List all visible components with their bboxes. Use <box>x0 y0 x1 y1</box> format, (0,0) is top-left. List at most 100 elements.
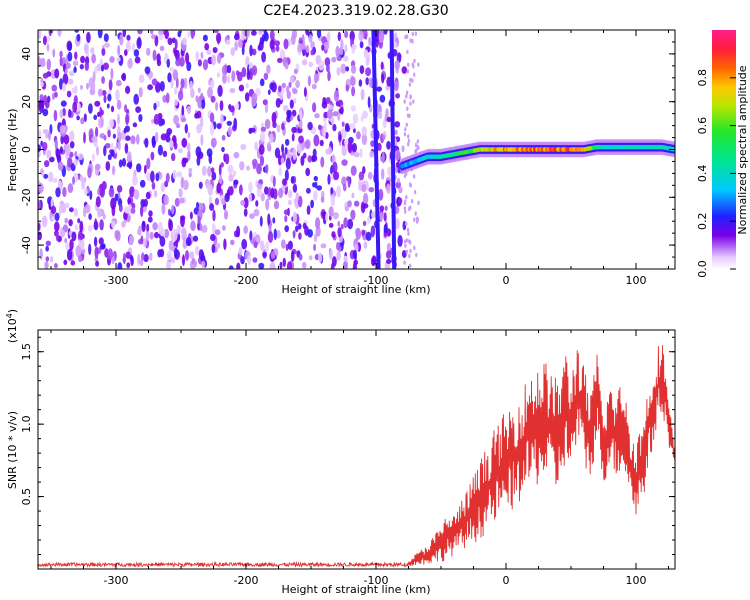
heatmap-noise-cell <box>267 89 271 95</box>
heatmap-noise-cell <box>404 127 407 132</box>
heatmap-noise-cell <box>216 53 222 64</box>
heatmap-noise-cell <box>277 57 283 64</box>
heatmap-noise-cell <box>281 143 285 154</box>
heatmap-noise-cell <box>94 66 98 74</box>
heatmap-noise-cell <box>289 76 295 84</box>
heatmap-noise-cell <box>379 94 386 103</box>
heatmap-noise-cell <box>408 82 412 87</box>
heatmap-noise-cell <box>246 71 251 81</box>
heatmap-noise-cell <box>327 104 334 111</box>
heatmap-noise-cell <box>65 144 71 156</box>
colorbar-gradient <box>712 30 736 269</box>
heatmap-noise-cell <box>210 137 217 148</box>
heatmap-noise-cell <box>214 229 221 236</box>
heatmap-noise-cell <box>407 62 410 67</box>
heatmap-noise-cell <box>340 223 344 230</box>
heatmap-noise-cell <box>216 123 222 130</box>
heatmap-noise-cell <box>245 82 249 89</box>
heatmap-noise-cell <box>381 151 385 164</box>
heatmap-noise-cell <box>46 43 50 52</box>
heatmap-noise-cell <box>218 164 222 176</box>
heatmap-noise-cell <box>170 78 174 89</box>
heatmap-noise-cell <box>359 41 364 49</box>
heatmap-noise-cell <box>79 233 83 241</box>
heatmap-noise-cell <box>342 261 348 269</box>
heatmap-noise-cell <box>321 44 325 51</box>
heatmap-noise-cell <box>312 148 317 157</box>
heatmap-noise-cell <box>107 248 114 260</box>
heatmap-noise-cell <box>72 101 78 113</box>
heatmap-noise-cell <box>337 227 342 238</box>
heatmap-noise-cell <box>147 216 153 223</box>
heatmap-noise-cell <box>62 107 66 117</box>
heatmap-noise-cell <box>159 81 165 92</box>
heatmap-noise-cell <box>379 212 383 222</box>
heatmap-noise-cell <box>46 58 51 71</box>
heatmap-noise-cell <box>397 235 403 247</box>
heatmap-noise-cell <box>110 197 117 210</box>
heatmap-noise-cell <box>335 45 340 58</box>
heatmap-noise-cell <box>409 240 412 245</box>
heatmap-noise-cell <box>247 255 252 265</box>
heatmap-noise-cell <box>59 56 63 67</box>
heatmap-noise-cell <box>165 136 171 143</box>
heatmap-noise-cell <box>409 95 412 100</box>
heatmap-noise-cell <box>109 56 115 63</box>
heatmap-noise-cell <box>60 202 67 214</box>
heatmap-noise-cell <box>117 113 120 125</box>
heatmap-noise-cell <box>161 118 166 126</box>
heatmap-noise-cell <box>370 140 375 148</box>
heatmap-noise-cell <box>177 30 182 38</box>
heatmap-noise-cell <box>74 224 79 231</box>
heatmap-noise-cell <box>318 252 323 263</box>
heatmap-noise-cell <box>211 54 217 66</box>
heatmap-noise-cell <box>404 243 407 248</box>
heatmap-noise-cell <box>127 197 132 205</box>
heatmap-noise-cell <box>209 123 215 136</box>
colorbar-tick-label: 0.4 <box>696 165 709 183</box>
heatmap-noise-cell <box>124 104 128 113</box>
heatmap-noise-cell <box>351 192 355 199</box>
heatmap-noise-cell <box>406 49 409 55</box>
heatmap-noise-cell <box>42 108 49 117</box>
heatmap-noise-cell <box>224 209 228 220</box>
heatmap-noise-cell <box>194 245 200 256</box>
heatmap-noise-cell <box>311 155 315 163</box>
heatmap-noise-cell <box>395 93 400 99</box>
heatmap-noise-cell <box>287 110 291 120</box>
heatmap-noise-cell <box>181 157 187 168</box>
heatmap-noise-cell <box>197 216 201 225</box>
heatmap-noise-cell <box>74 51 78 60</box>
heatmap-noise-cell <box>52 48 56 58</box>
heatmap-noise-cell <box>281 239 286 249</box>
heatmap-noise-cell <box>407 142 410 147</box>
heatmap-noise-cell <box>224 153 230 165</box>
heatmap-noise-cell <box>94 163 101 171</box>
heatmap-noise-cell <box>193 260 197 268</box>
heatmap-noise-cell <box>126 162 133 168</box>
heatmap-noise-cell <box>210 95 216 103</box>
heatmap-noise-cell <box>94 100 101 107</box>
heatmap-noise-cell <box>159 236 166 247</box>
heatmap-noise-cell <box>117 44 121 56</box>
heatmap-noise-cell <box>321 101 328 109</box>
heatmap-noise-cell <box>378 188 384 201</box>
heatmap-noise-cell <box>239 161 245 171</box>
heatmap-noise-cell <box>44 160 50 168</box>
heatmap-x-tick-label: 0 <box>503 274 510 287</box>
heatmap-noise-cell <box>265 164 269 174</box>
heatmap-noise-cell <box>110 68 114 80</box>
heatmap-noise-cell <box>393 41 398 49</box>
heatmap-noise-cell <box>57 161 64 171</box>
heatmap-noise-cell <box>313 134 320 147</box>
heatmap-noise-cell <box>69 130 75 142</box>
heatmap-noise-cell <box>258 262 265 269</box>
heatmap-noise-cell <box>215 242 221 249</box>
heatmap-noise-cell <box>381 73 385 84</box>
heatmap-noise-cell <box>251 92 258 104</box>
heatmap-noise-cell <box>229 105 235 113</box>
heatmap-noise-cell <box>241 45 245 56</box>
heatmap-noise-cell <box>284 147 288 155</box>
heatmap-noise-cell <box>312 102 317 113</box>
heatmap-noise-cell <box>407 138 411 144</box>
